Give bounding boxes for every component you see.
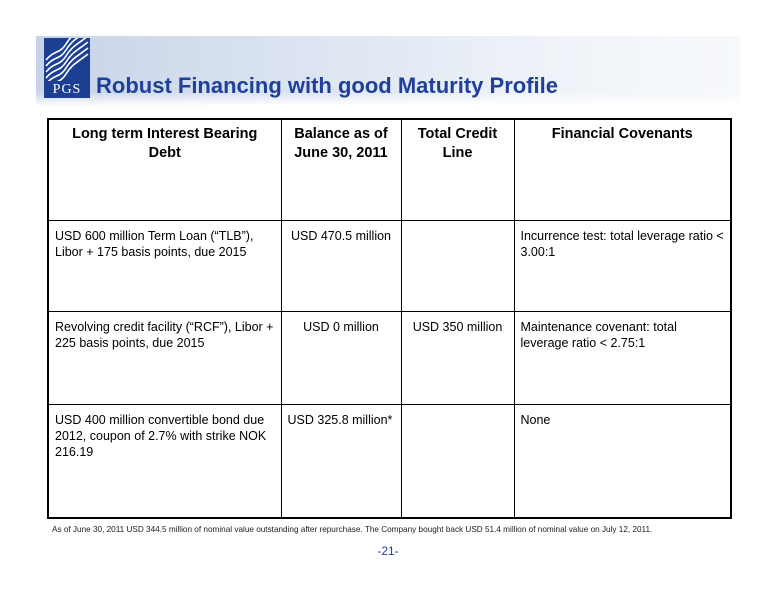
wave-lines-icon (44, 23, 90, 91)
table-header-row: Long term Interest Bearing Debt Balance … (47, 118, 732, 221)
cell-covenants: Incurrence test: total leverage ratio < … (513, 219, 732, 312)
cell-credit-line (400, 403, 515, 519)
cell-debt: Revolving credit facility (“RCF”), Libor… (47, 310, 282, 405)
table-row: Revolving credit facility (“RCF”), Libor… (47, 310, 732, 405)
cell-balance: USD 325.8 million* (280, 403, 402, 519)
table-row: USD 600 million Term Loan (“TLB”), Libor… (47, 219, 732, 312)
page-title: Robust Financing with good Maturity Prof… (96, 73, 558, 98)
column-header-covenants: Financial Covenants (513, 118, 732, 221)
cell-credit-line: USD 350 million (400, 310, 515, 405)
cell-debt: USD 600 million Term Loan (“TLB”), Libor… (47, 219, 282, 312)
cell-debt: USD 400 million convertible bond due 201… (47, 403, 282, 519)
cell-covenants: None (513, 403, 732, 519)
table-row: USD 400 million convertible bond due 201… (47, 403, 732, 519)
logo-text: PGS (44, 81, 90, 98)
column-header-debt: Long term Interest Bearing Debt (47, 118, 282, 221)
column-header-credit-line: Total Credit Line (400, 118, 515, 221)
page-number: -21- (377, 544, 399, 558)
pgs-logo: PGS (44, 23, 90, 98)
financing-table: Long term Interest Bearing Debt Balance … (47, 118, 732, 519)
column-header-balance: Balance as of June 30, 2011 (280, 118, 402, 221)
cell-credit-line (400, 219, 515, 312)
cell-balance: USD 470.5 million (280, 219, 402, 312)
cell-covenants: Maintenance covenant: total leverage rat… (513, 310, 732, 405)
footnote: As of June 30, 2011 USD 344.5 million of… (52, 525, 653, 534)
header-band (36, 36, 740, 106)
cell-balance: USD 0 million (280, 310, 402, 405)
